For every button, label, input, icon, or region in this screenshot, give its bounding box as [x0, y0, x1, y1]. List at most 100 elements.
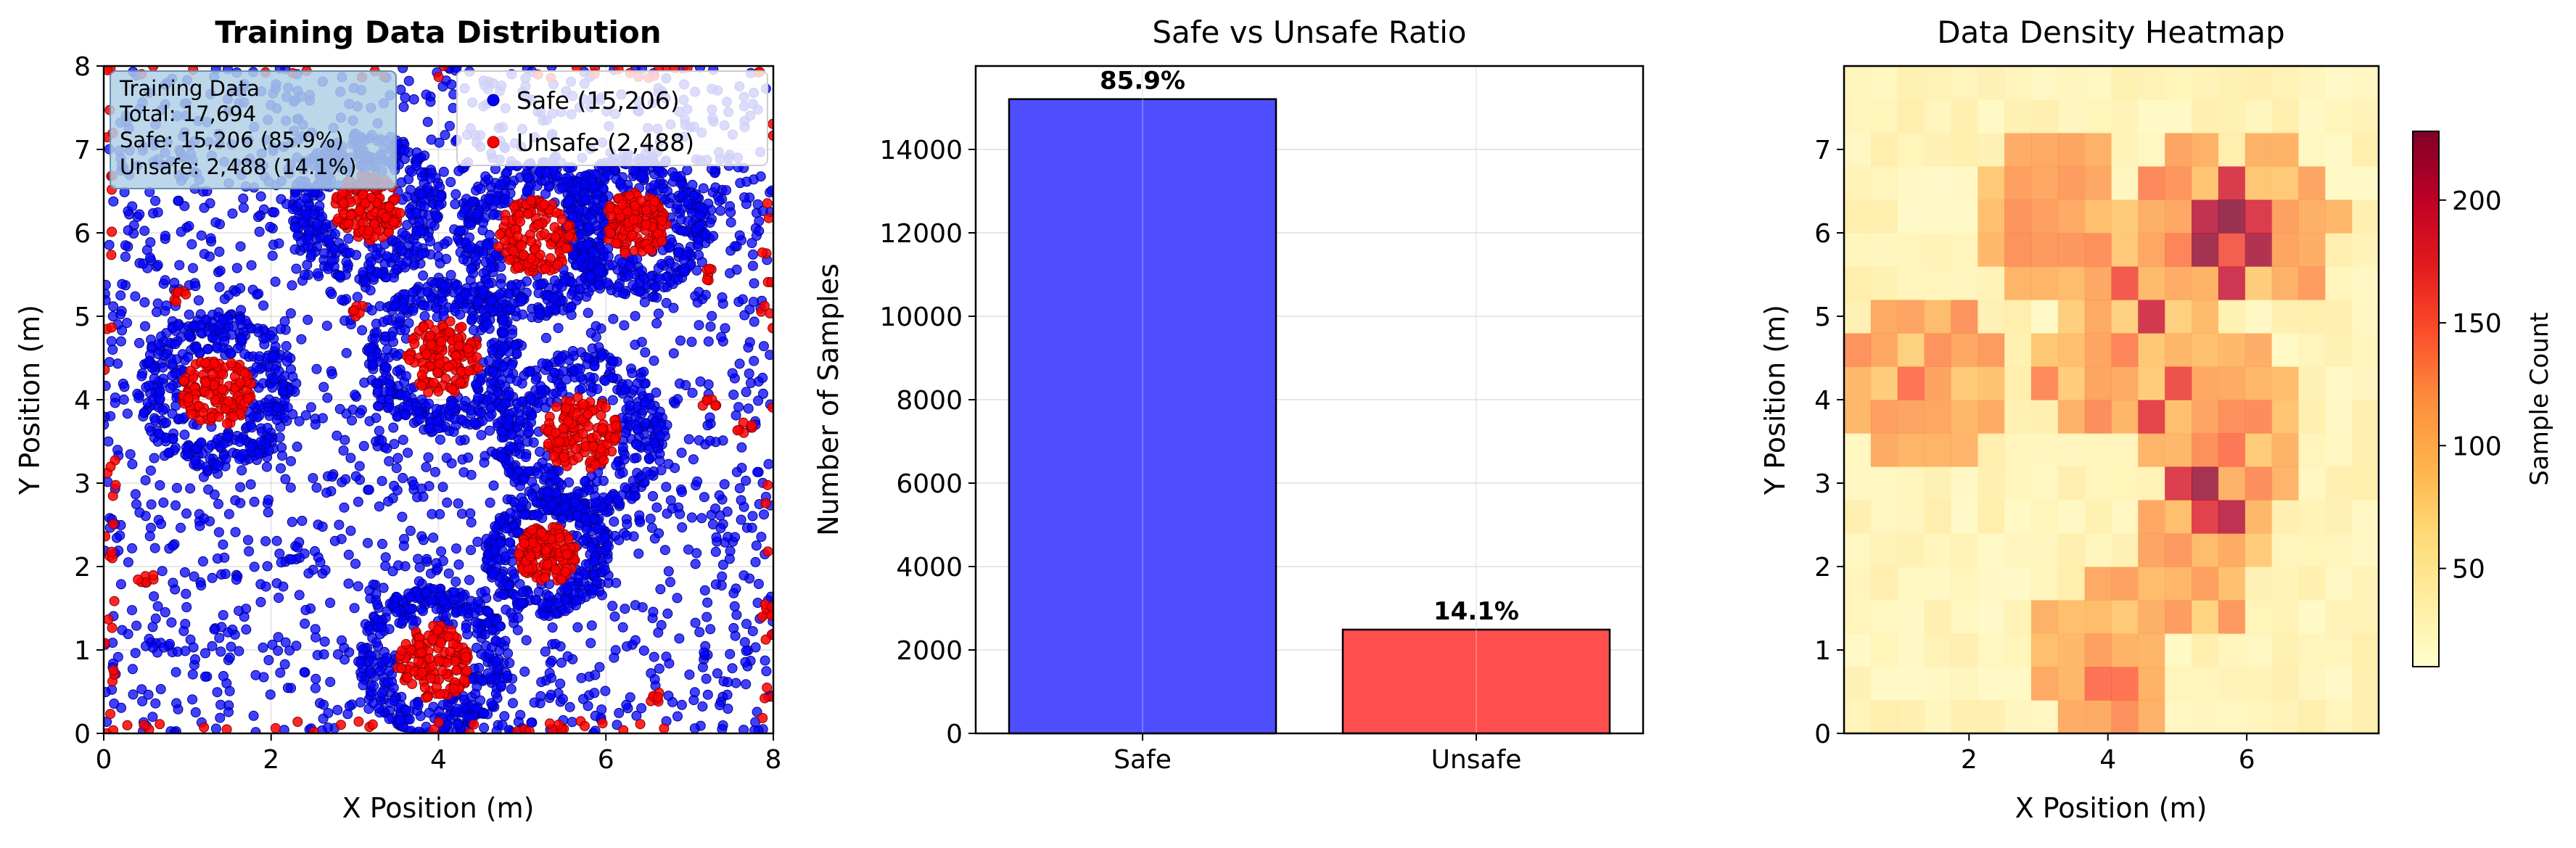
- unsafe-point: [426, 339, 437, 350]
- safe-point: [286, 683, 297, 693]
- safe-point: [568, 211, 579, 222]
- safe-point: [384, 379, 395, 390]
- safe-point: [289, 222, 300, 233]
- safe-point: [694, 320, 704, 331]
- safe-point: [287, 280, 297, 291]
- safe-point: [748, 249, 758, 260]
- safe-point: [179, 567, 190, 577]
- safe-point: [107, 345, 118, 355]
- safe-point: [649, 651, 659, 662]
- safe-point: [195, 319, 206, 330]
- safe-point: [147, 712, 158, 723]
- safe-point: [498, 341, 509, 352]
- safe-point: [294, 198, 305, 209]
- safe-point: [234, 646, 244, 656]
- safe-point: [117, 279, 128, 289]
- safe-point: [372, 378, 383, 389]
- safe-point: [717, 292, 728, 302]
- safe-point: [651, 387, 662, 398]
- safe-point: [122, 318, 132, 329]
- safe-point: [392, 366, 403, 376]
- safe-point: [495, 538, 506, 549]
- safe-point: [343, 549, 354, 560]
- safe-point: [689, 687, 700, 698]
- safe-point: [318, 382, 329, 392]
- safe-point: [422, 301, 433, 311]
- unsafe-point: [564, 231, 575, 242]
- safe-point: [419, 201, 429, 212]
- safe-point: [310, 683, 321, 693]
- safe-point: [513, 612, 524, 623]
- safe-point: [398, 435, 408, 445]
- safe-point: [291, 263, 302, 274]
- safe-point: [252, 412, 263, 423]
- safe-point: [223, 707, 234, 717]
- safe-point: [310, 673, 321, 684]
- safe-point: [607, 395, 618, 406]
- safe-point: [382, 443, 392, 454]
- safe-point: [603, 243, 614, 254]
- safe-point: [218, 539, 229, 550]
- safe-point: [471, 617, 482, 627]
- safe-point: [123, 225, 133, 236]
- safe-point: [603, 170, 614, 181]
- safe-point: [511, 376, 522, 387]
- safe-point: [675, 335, 686, 346]
- safe-point: [367, 352, 377, 362]
- safe-point: [197, 556, 208, 567]
- safe-point: [355, 408, 366, 419]
- safe-point: [482, 318, 493, 329]
- safe-point: [487, 345, 498, 355]
- unsafe-point: [345, 210, 356, 221]
- safe-point: [750, 642, 761, 653]
- safe-point: [562, 584, 573, 595]
- safe-point: [262, 561, 273, 572]
- safe-point: [435, 258, 445, 268]
- safe-point: [725, 649, 736, 659]
- safe-point: [303, 314, 313, 325]
- safe-point: [479, 708, 490, 719]
- safe-point: [294, 590, 305, 601]
- safe-point: [145, 465, 156, 476]
- safe-point: [550, 304, 561, 315]
- safe-point: [740, 656, 751, 667]
- safe-point: [592, 384, 603, 395]
- safe-point: [627, 280, 638, 290]
- safe-point: [483, 549, 494, 560]
- safe-point: [172, 646, 183, 657]
- safe-point: [122, 408, 133, 419]
- safe-point: [268, 350, 279, 361]
- safe-point: [220, 569, 231, 580]
- safe-point: [275, 324, 286, 334]
- safe-point: [421, 89, 432, 100]
- safe-point: [312, 218, 323, 229]
- safe-point: [564, 701, 575, 712]
- safe-point: [173, 320, 184, 331]
- safe-point: [478, 248, 489, 259]
- safe-point: [296, 236, 307, 247]
- safe-point: [730, 532, 741, 543]
- safe-point: [156, 519, 166, 530]
- safe-point: [174, 260, 185, 271]
- safe-point: [546, 469, 556, 480]
- safe-point: [525, 394, 536, 405]
- safe-point: [413, 700, 424, 711]
- safe-point: [408, 94, 419, 104]
- safe-point: [507, 329, 517, 339]
- safe-point: [131, 620, 142, 631]
- safe-point: [400, 410, 411, 421]
- safe-point: [334, 270, 345, 281]
- safe-point: [400, 289, 411, 300]
- safe-point: [155, 387, 165, 398]
- safe-point: [557, 693, 568, 704]
- safe-point: [322, 392, 333, 403]
- safe-point: [699, 203, 709, 214]
- safe-point: [223, 509, 234, 519]
- safe-point: [608, 313, 619, 324]
- safe-point: [202, 344, 213, 355]
- safe-point: [549, 367, 560, 378]
- safe-point: [736, 514, 746, 525]
- safe-point: [714, 195, 725, 206]
- safe-point: [271, 535, 282, 546]
